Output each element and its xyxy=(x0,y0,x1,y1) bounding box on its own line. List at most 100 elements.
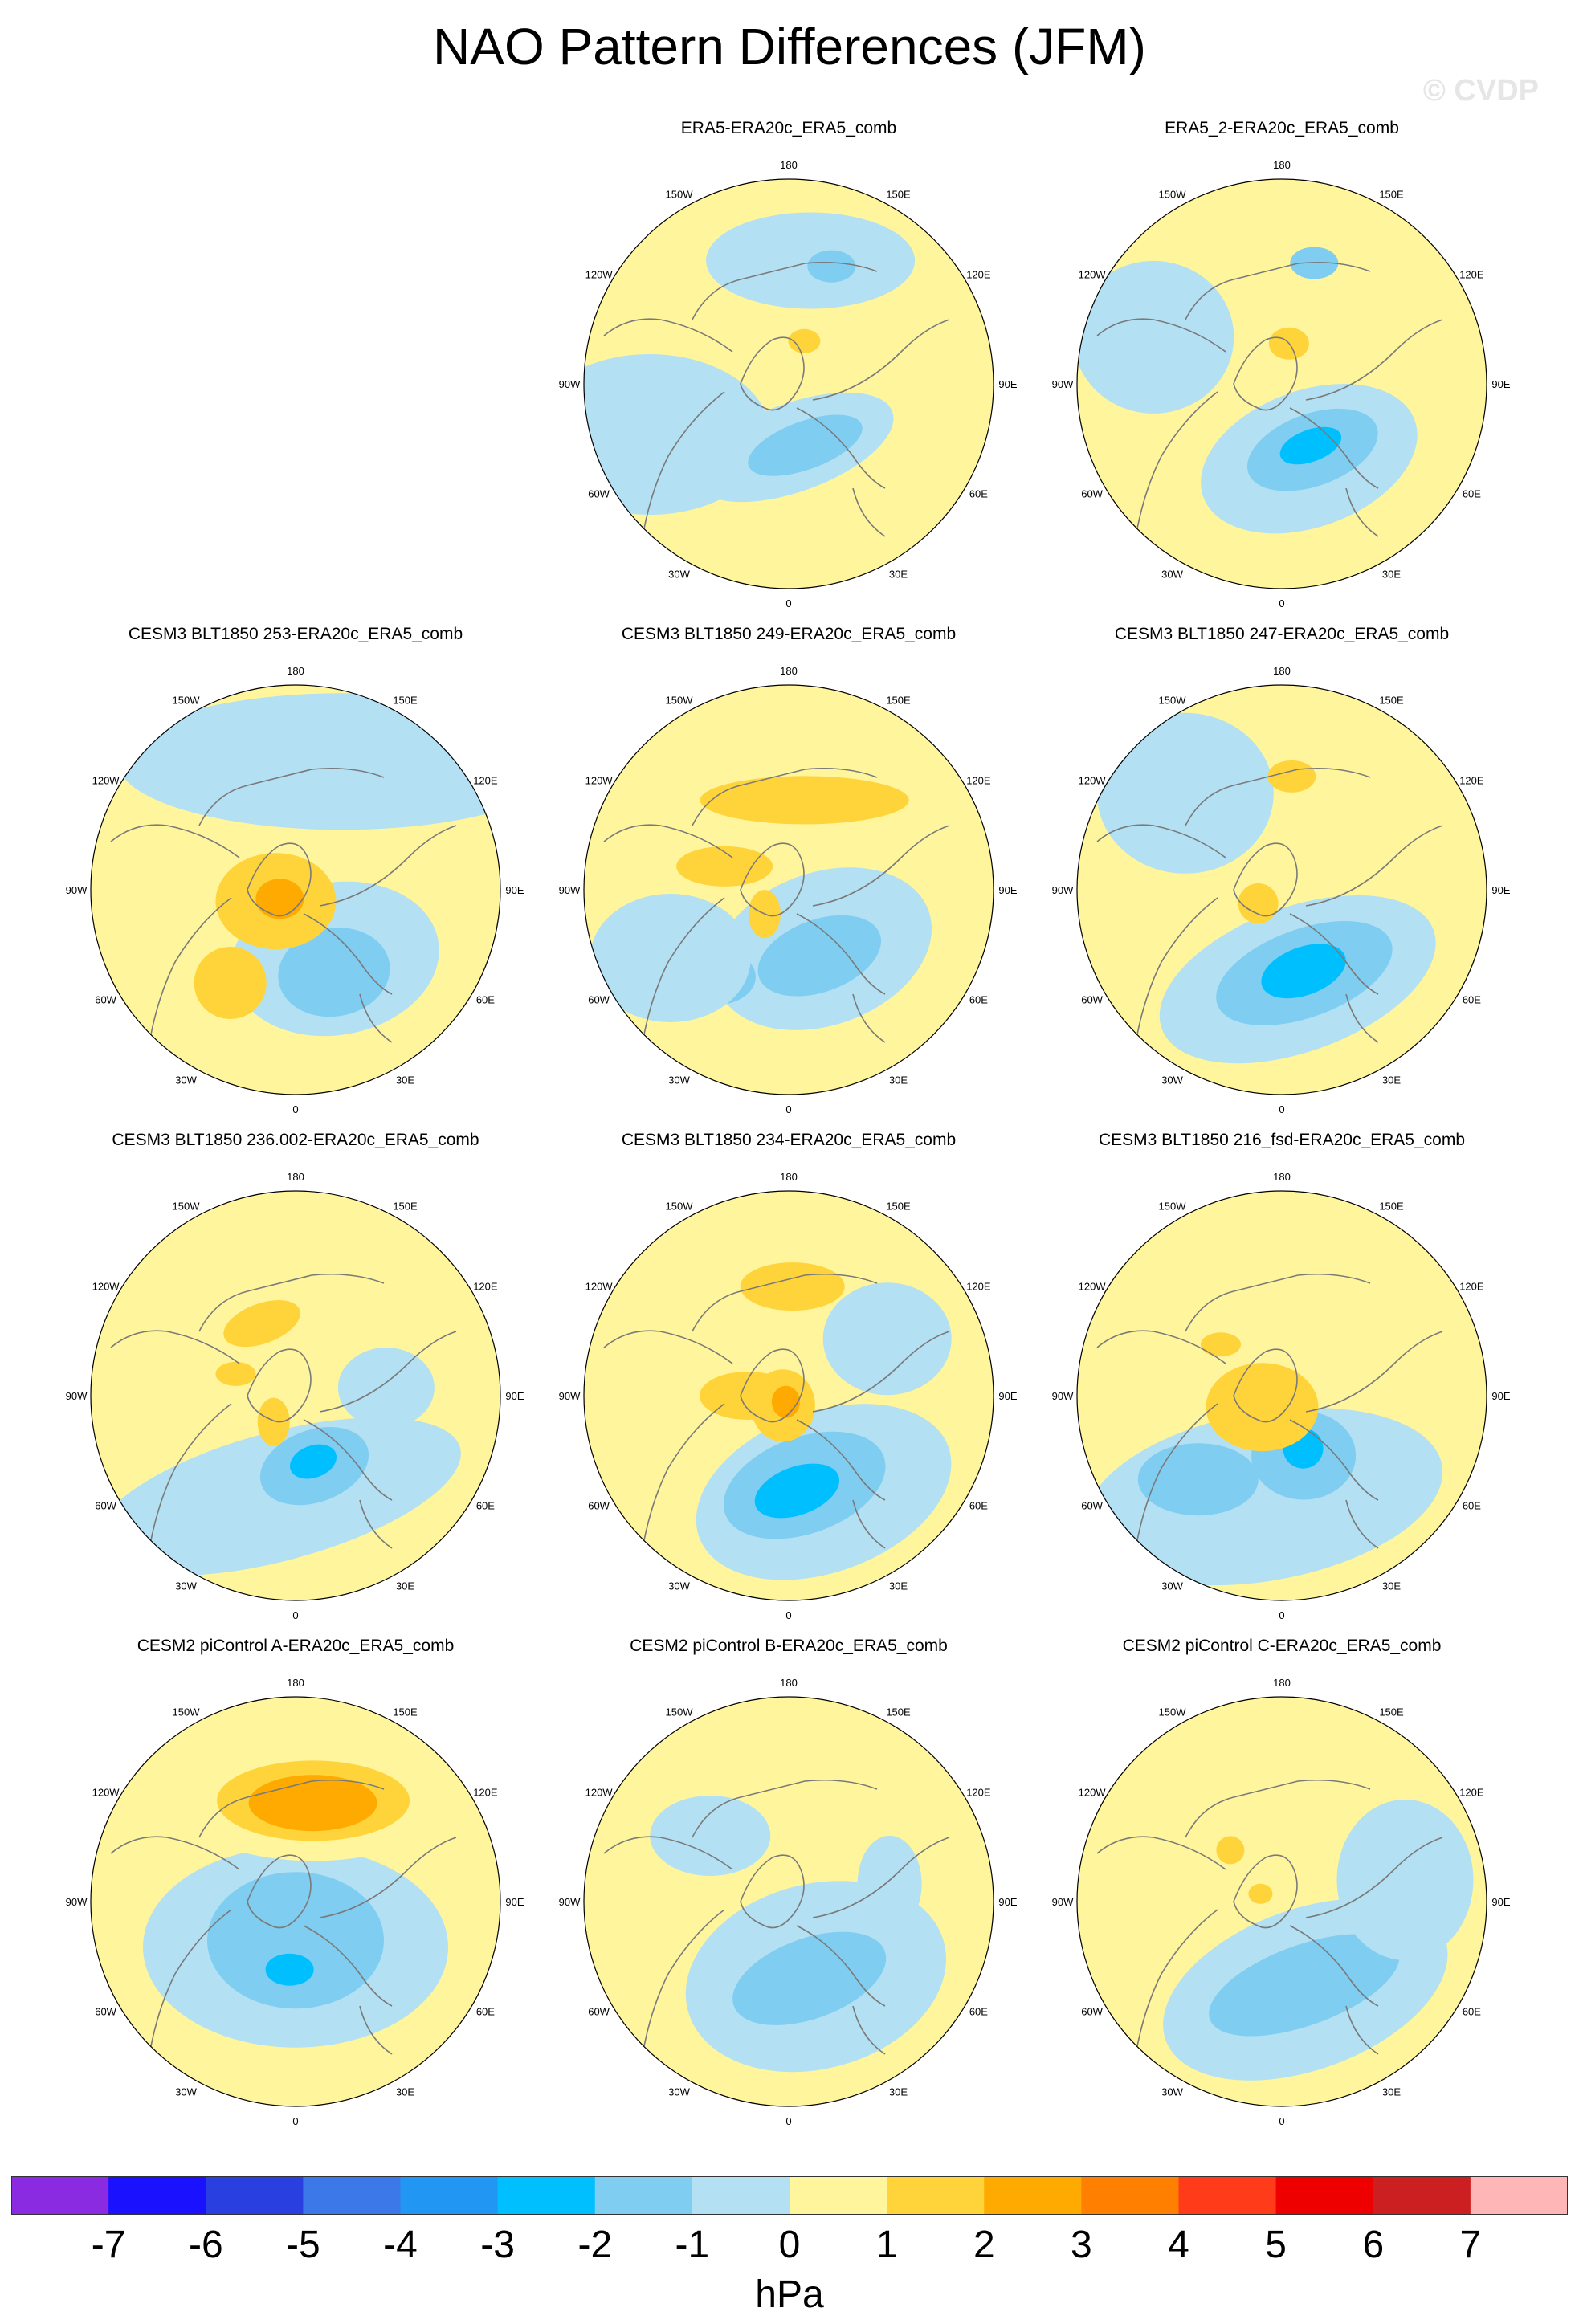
polar-map-panel: 180 150E 120E 90E 60E 30E 0 30W 60W 90W 120W 150W xyxy=(1052,1171,1511,1621)
longitude-label: 30W xyxy=(175,1074,197,1086)
negative-anomaly xyxy=(337,1348,435,1429)
longitude-label: 150W xyxy=(666,189,694,201)
longitude-label: 120E xyxy=(473,1787,498,1799)
negative-anomaly xyxy=(265,1953,314,1986)
polar-map-panel: 180 150E 120E 90E 60E 30E 0 30W 60W 90W 120W 150W xyxy=(559,1171,1018,1621)
longitude-label: 120W xyxy=(92,1787,120,1799)
polar-map-panel: 180 150E 120E 90E 60E 30E 0 30W 60W 90W 120W 150W xyxy=(1052,159,1511,610)
longitude-label: 60W xyxy=(1081,2006,1103,2018)
colorbar-segment xyxy=(790,2176,887,2215)
panel-title: CESM3 BLT1850 234-ERA20c_ERA5_comb xyxy=(621,1131,957,1149)
map-boundary xyxy=(583,1696,994,2107)
longitude-label: 90W xyxy=(1052,884,1074,896)
longitude-label: 60E xyxy=(476,2006,495,2018)
negative-anomaly xyxy=(748,414,863,476)
longitude-label: 30E xyxy=(889,1074,908,1086)
longitude-label: 60E xyxy=(1463,1500,1481,1512)
longitude-label: 60W xyxy=(588,1500,610,1512)
longitude-label: 90E xyxy=(1491,884,1510,896)
longitude-label: 90E xyxy=(505,1390,524,1402)
longitude-label: 60E xyxy=(476,994,495,1006)
colorbar-tick-label: -1 xyxy=(675,2224,710,2266)
negative-anomaly xyxy=(1077,260,1234,414)
longitude-label: 150W xyxy=(173,1201,201,1213)
colorbar-segment xyxy=(11,2176,109,2215)
longitude-label: 60E xyxy=(476,1500,495,1512)
longitude-label: 90E xyxy=(998,884,1017,896)
figure-title: NAO Pattern Differences (JFM) xyxy=(433,18,1146,75)
longitude-label: 90W xyxy=(66,1896,88,1908)
longitude-label: 120W xyxy=(585,1281,614,1293)
negative-anomaly xyxy=(1336,1799,1474,1960)
map-boundary xyxy=(1076,178,1487,589)
polar-map-panel: 180 150E 120E 90E 60E 30E 0 30W 60W 90W 120W 150W xyxy=(66,1677,524,2127)
longitude-label: 0 xyxy=(1279,2115,1284,2127)
longitude-label: 120W xyxy=(1079,1281,1107,1293)
colorbar-segment xyxy=(594,2176,693,2215)
longitude-label: 30W xyxy=(668,2085,690,2098)
longitude-label: 60E xyxy=(969,1500,988,1512)
map-boundary xyxy=(1076,1696,1487,2107)
positive-anomaly xyxy=(740,1262,845,1311)
longitude-label: 90W xyxy=(559,378,581,390)
positive-anomaly xyxy=(1238,883,1279,923)
longitude-label: 60W xyxy=(1081,994,1103,1006)
negative-anomaly xyxy=(1261,944,1346,999)
longitude-label: 180 xyxy=(1273,1677,1291,1689)
longitude-label: 30E xyxy=(889,1580,908,1592)
colorbar-unit: hPa xyxy=(755,2273,824,2316)
positive-anomaly xyxy=(194,947,267,1019)
longitude-label: 90E xyxy=(505,1896,524,1908)
map-boundary xyxy=(583,1190,994,1601)
map-boundary xyxy=(90,684,501,1095)
colorbar-segment xyxy=(400,2176,499,2215)
negative-anomaly xyxy=(732,1931,887,2025)
longitude-label: 180 xyxy=(287,1677,304,1689)
panel-title: CESM3 BLT1850 253-ERA20c_ERA5_comb xyxy=(128,625,463,643)
watermark-text: © CVDP xyxy=(1422,74,1539,108)
longitude-label: 150E xyxy=(393,695,418,707)
coastline-outline xyxy=(603,768,950,1043)
coastline-outline xyxy=(603,1274,950,1549)
positive-anomaly xyxy=(771,1385,800,1418)
longitude-label: 120E xyxy=(966,1281,991,1293)
coastline-outline xyxy=(1096,768,1443,1043)
colorbar-segment xyxy=(108,2176,206,2215)
longitude-label: 150E xyxy=(1379,695,1404,707)
panel-title: CESM3 BLT1850 249-ERA20c_ERA5_comb xyxy=(621,625,957,643)
longitude-label: 30E xyxy=(889,568,908,580)
panel-title: CESM2 piControl A-ERA20c_ERA5_comb xyxy=(137,1637,455,1655)
longitude-label: 90E xyxy=(998,1896,1017,1908)
longitude-label: 120E xyxy=(1459,1787,1484,1799)
longitude-label: 0 xyxy=(785,2115,791,2127)
longitude-label: 120E xyxy=(1459,1281,1484,1293)
longitude-label: 150E xyxy=(886,189,911,201)
longitude-label: 0 xyxy=(785,1103,791,1115)
longitude-label: 180 xyxy=(780,665,798,677)
positive-anomaly xyxy=(1206,1363,1319,1452)
longitude-label: 150W xyxy=(666,1201,694,1213)
longitude-label: 180 xyxy=(287,665,304,677)
colorbar-segment xyxy=(1373,2176,1471,2215)
polar-map-panel: 180 150E 120E 90E 60E 30E 0 30W 60W 90W 120W 150W xyxy=(559,1677,1018,2127)
coastline-outline xyxy=(110,768,457,1043)
longitude-label: 60E xyxy=(969,488,988,500)
panel-title: CESM3 BLT1850 216_fsd-ERA20c_ERA5_comb xyxy=(1098,1131,1466,1149)
longitude-label: 90W xyxy=(559,884,581,896)
longitude-label: 150W xyxy=(173,695,201,707)
positive-anomaly xyxy=(248,1775,377,1832)
positive-anomaly xyxy=(257,1397,290,1446)
longitude-label: 90W xyxy=(559,1896,581,1908)
map-boundary xyxy=(1076,684,1487,1095)
longitude-label: 90W xyxy=(1052,378,1074,390)
longitude-label: 120E xyxy=(1459,775,1484,787)
colorbar-tick-label: -7 xyxy=(91,2224,126,2266)
colorbar xyxy=(11,2176,1568,2215)
colorbar-tick-label: 4 xyxy=(1168,2224,1189,2266)
negative-anomaly xyxy=(822,1282,952,1396)
longitude-label: 150W xyxy=(1159,189,1187,201)
longitude-label: 30E xyxy=(396,2085,414,2098)
longitude-label: 150E xyxy=(886,695,911,707)
colorbar-segment xyxy=(887,2176,985,2215)
longitude-label: 60W xyxy=(95,1500,116,1512)
